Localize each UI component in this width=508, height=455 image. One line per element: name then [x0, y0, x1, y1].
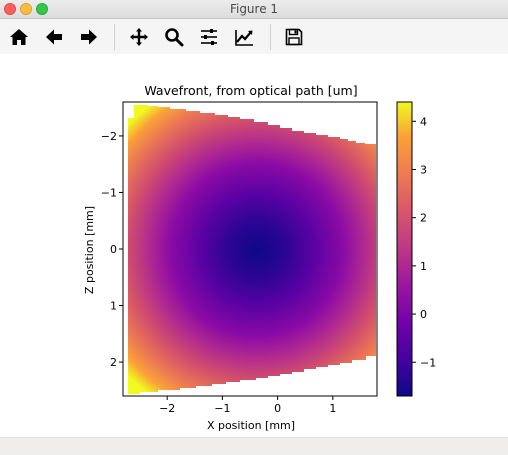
chart-title: Wavefront, from optical path [um]: [144, 83, 357, 98]
home-button[interactable]: [7, 25, 31, 49]
window-title: Figure 1: [229, 2, 279, 16]
maximize-window-button[interactable]: [36, 3, 48, 15]
y-axis-label: Z position [mm]: [83, 206, 96, 294]
status-bar: [0, 437, 508, 455]
x-tick-label: 0: [274, 402, 281, 415]
forward-button[interactable]: [77, 25, 101, 49]
colorbar-tick-label: 1: [420, 260, 427, 273]
x-tick-label: −2: [159, 402, 175, 415]
toolbar-separator: [114, 24, 115, 50]
save-button[interactable]: [282, 25, 306, 49]
y-axis-ticks: −2 −1 0 1 2: [101, 130, 123, 369]
y-tick-label: 1: [110, 300, 117, 313]
magnifier-icon: [165, 28, 184, 47]
plot-svg: Wavefront, from optical path [um] −2 −1 0 1…: [83, 83, 436, 432]
subplots-button[interactable]: [197, 25, 221, 49]
colorbar-tick-label: 4: [420, 115, 427, 128]
colorbar-ticks: −1 0 1 2 3 4: [412, 115, 436, 369]
y-tick-label: −1: [101, 186, 117, 199]
line-chart-icon: [235, 30, 253, 46]
colorbar-tick-label: 3: [420, 163, 427, 176]
minimize-window-button[interactable]: [20, 3, 32, 15]
pan-button[interactable]: [127, 25, 151, 49]
colorbar-tick-label: 2: [420, 212, 427, 225]
navigation-toolbar: [0, 19, 508, 54]
y-tick-label: 2: [110, 356, 117, 369]
window-titlebar: Figure 1: [0, 0, 508, 19]
floppy-disk-icon: [285, 28, 303, 46]
colorbar-tick-label: −1: [420, 356, 436, 369]
close-window-button[interactable]: [4, 3, 16, 15]
move-icon: [130, 28, 148, 46]
edit-axes-button[interactable]: [232, 25, 256, 49]
arrow-right-icon: [81, 29, 97, 45]
colorbar-tick-label: 0: [420, 308, 427, 321]
wavefront-image: [128, 105, 376, 394]
x-axis-label: X position [mm]: [207, 419, 295, 432]
x-tick-label: −1: [214, 402, 230, 415]
x-tick-label: 1: [329, 402, 336, 415]
toolbar-separator: [270, 24, 271, 50]
x-axis-ticks: −2 −1 0 1: [159, 396, 336, 415]
y-tick-label: 0: [110, 243, 117, 256]
colorbar: [396, 101, 413, 397]
back-button[interactable]: [42, 25, 66, 49]
zoom-button[interactable]: [162, 25, 186, 49]
home-icon: [10, 29, 28, 45]
y-tick-label: −2: [101, 130, 117, 143]
sliders-icon: [201, 29, 217, 45]
arrow-left-icon: [46, 29, 62, 45]
figure-canvas[interactable]: Wavefront, from optical path [um] −2 −1 0 1…: [0, 54, 508, 437]
